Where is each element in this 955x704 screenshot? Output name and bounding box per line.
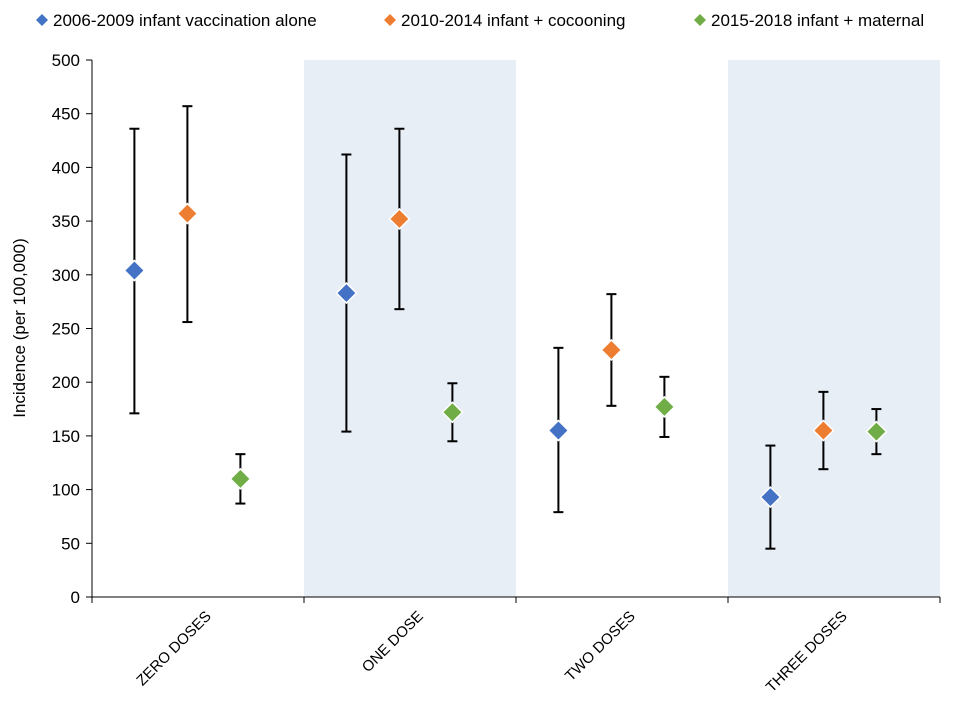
y-tick-label: 100 <box>52 481 80 500</box>
x-category-label-three-doses: THREE DOSES <box>763 608 851 696</box>
legend-item-2006-2009-infant-vaccination-alone: 2006-2009 infant vaccination alone <box>36 11 317 30</box>
data-point-marker <box>653 395 676 418</box>
y-axis-title: Incidence (per 100,000) <box>10 238 29 418</box>
y-tick-label: 50 <box>61 534 80 553</box>
legend-label: 2010-2014 infant + cocooning <box>401 11 626 30</box>
legend-marker <box>694 14 706 26</box>
data-point-marker <box>388 207 411 231</box>
y-tick-label: 500 <box>52 51 80 70</box>
data-point-marker <box>176 202 199 225</box>
data-point-marker <box>441 401 464 424</box>
x-category-label-zero-doses: ZERO DOSES <box>133 608 215 690</box>
series-layer <box>123 105 888 550</box>
y-tick-label: 400 <box>52 158 80 177</box>
series-2010-2014-infant-cocooning <box>176 105 835 471</box>
legend-label: 2006-2009 infant vaccination alone <box>53 11 317 30</box>
data-point-marker <box>600 338 623 362</box>
legend: 2006-2009 infant vaccination alone 2010-2… <box>36 11 924 30</box>
legend-marker <box>36 14 48 26</box>
legend-item-2010-2014-infant-cocooning: 2010-2014 infant + cocooning <box>384 11 626 30</box>
x-axis: ZERO DOSES ONE DOSE TWO DOSES THREE DOSES <box>91 596 941 696</box>
y-tick-label: 350 <box>52 212 80 231</box>
data-point-marker <box>335 281 358 305</box>
category-band-three-doses <box>728 60 940 597</box>
legend-label: 2015-2018 infant + maternal <box>711 11 924 30</box>
data-point-marker <box>123 259 146 282</box>
y-tick-label: 300 <box>52 266 80 285</box>
legend-item-2015-2018-infant-maternal: 2015-2018 infant + maternal <box>694 11 924 30</box>
y-tick-label: 200 <box>52 373 80 392</box>
series-2015-2018-infant-maternal <box>229 375 888 505</box>
category-band-one-dose <box>304 60 516 597</box>
data-point-marker <box>812 419 835 442</box>
legend-marker <box>384 14 396 26</box>
x-category-label-one-dose: ONE DOSE <box>359 608 427 676</box>
series-2006-2009-infant-vaccination-alone <box>123 127 782 550</box>
data-point-marker <box>229 467 252 490</box>
y-tick-label: 150 <box>52 427 80 446</box>
category-bands <box>304 60 940 597</box>
y-tick-label: 0 <box>71 588 80 607</box>
y-tick-label: 250 <box>52 320 80 339</box>
data-point-marker <box>865 420 888 443</box>
data-point-marker <box>547 419 570 442</box>
y-axis: 0 50 100 150 200 250 300 350 400 450 500 <box>52 51 93 607</box>
y-tick-label: 450 <box>52 105 80 124</box>
data-point-marker <box>759 486 782 509</box>
x-category-label-two-doses: TWO DOSES <box>562 608 639 685</box>
